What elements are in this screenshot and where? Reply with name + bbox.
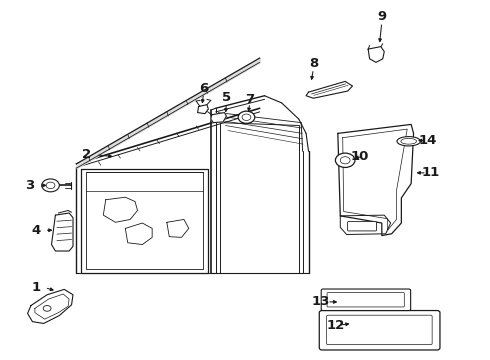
Ellipse shape	[401, 138, 416, 144]
Text: 10: 10	[351, 150, 369, 163]
Polygon shape	[197, 105, 208, 114]
Text: 5: 5	[222, 91, 231, 104]
Text: 8: 8	[309, 57, 318, 70]
Ellipse shape	[397, 136, 420, 146]
Text: 4: 4	[31, 224, 41, 237]
Polygon shape	[81, 168, 208, 273]
Text: 13: 13	[312, 296, 330, 309]
Circle shape	[238, 111, 255, 123]
Polygon shape	[340, 215, 391, 234]
Circle shape	[42, 179, 59, 192]
Circle shape	[242, 114, 251, 121]
FancyBboxPatch shape	[327, 315, 432, 345]
Polygon shape	[306, 81, 352, 98]
Text: 11: 11	[421, 166, 440, 179]
Polygon shape	[27, 289, 73, 323]
FancyBboxPatch shape	[327, 293, 404, 307]
Circle shape	[335, 153, 355, 167]
Text: 3: 3	[25, 179, 35, 192]
Polygon shape	[167, 220, 189, 237]
Polygon shape	[103, 197, 138, 222]
Circle shape	[46, 182, 55, 189]
Text: 9: 9	[377, 10, 387, 23]
Polygon shape	[368, 46, 384, 62]
Circle shape	[340, 157, 350, 164]
FancyBboxPatch shape	[347, 222, 376, 231]
Text: 2: 2	[82, 148, 91, 161]
Text: 6: 6	[199, 82, 208, 95]
Polygon shape	[51, 213, 73, 251]
Polygon shape	[125, 223, 152, 244]
FancyBboxPatch shape	[321, 289, 411, 311]
Text: 12: 12	[326, 319, 344, 332]
FancyBboxPatch shape	[319, 311, 440, 350]
Text: 1: 1	[31, 281, 41, 294]
Polygon shape	[338, 125, 414, 235]
Text: 14: 14	[419, 134, 438, 147]
Circle shape	[43, 306, 51, 311]
Polygon shape	[211, 113, 226, 123]
Text: 7: 7	[245, 93, 254, 106]
